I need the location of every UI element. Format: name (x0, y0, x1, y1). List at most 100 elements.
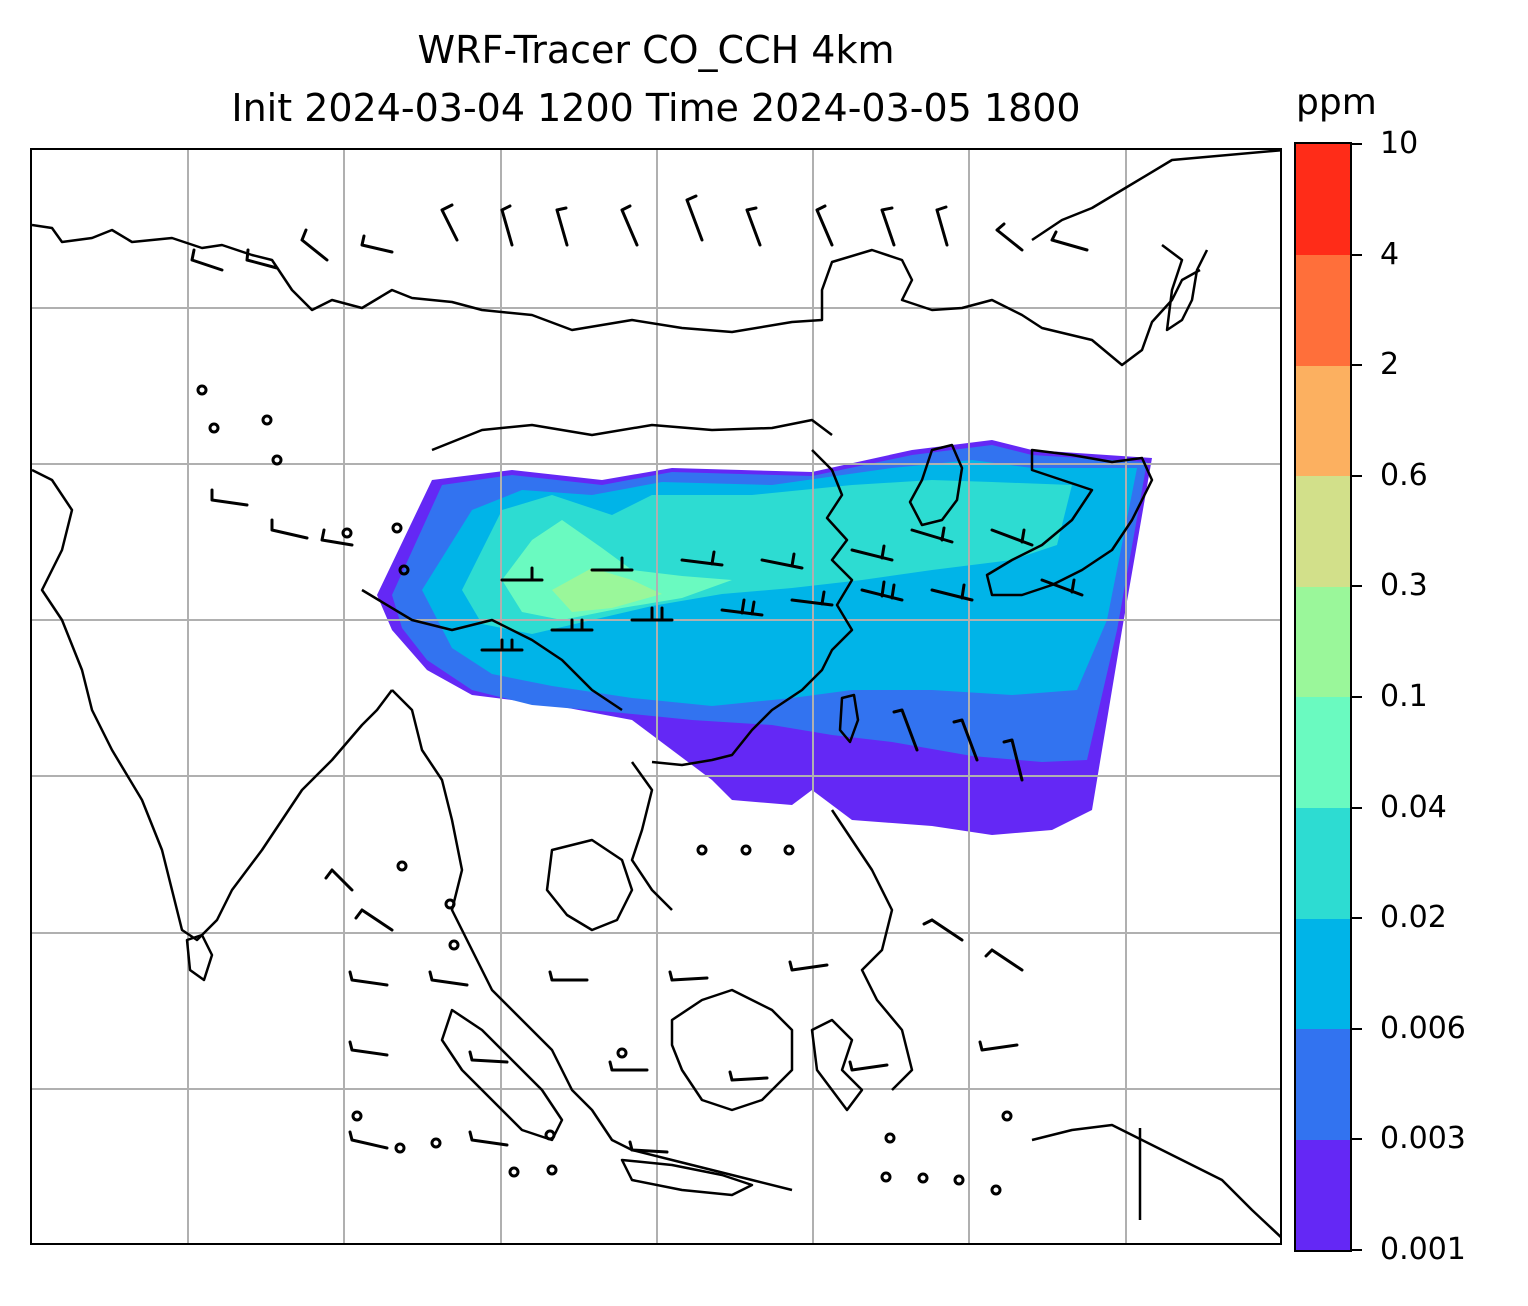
calm-wind-marker (196, 384, 208, 396)
coastline-gulf-thailand (545, 838, 634, 932)
map-canvas (32, 150, 1280, 1243)
colorbar-tick (1352, 917, 1362, 920)
wind-barb (850, 544, 894, 562)
colorbar-tick (1352, 474, 1362, 477)
calm-wind-marker (208, 422, 220, 434)
wind-barb (480, 638, 524, 652)
colorbar-tick (1352, 1027, 1362, 1030)
coastlines (32, 150, 1280, 1238)
wind-barb (978, 1040, 1019, 1052)
wind-barb (930, 583, 974, 602)
colorbar-tick-label: 0.3 (1380, 568, 1428, 604)
calm-wind-marker (396, 860, 408, 872)
wind-barb (680, 550, 724, 567)
coastline-china-east (651, 449, 854, 767)
colorbar-tick (1352, 1249, 1362, 1251)
colorbar-tick-label: 2 (1380, 347, 1400, 383)
coastline-philippines (830, 809, 914, 1091)
wind-barb (500, 204, 514, 247)
calm-wind-marker (990, 1184, 1002, 1196)
colorbar-tick-label: 0.6 (1380, 457, 1428, 493)
colorbar-tick (1352, 253, 1362, 256)
colorbar-band (1296, 807, 1350, 919)
colorbar-tick-label: 4 (1380, 236, 1400, 272)
wind-barb (360, 234, 394, 254)
wind-barb (555, 206, 569, 247)
colorbar-band (1296, 144, 1350, 256)
wind-barb (348, 1040, 389, 1057)
calm-wind-markers (196, 384, 1013, 1196)
wind-barb (848, 1060, 889, 1072)
coastline-taiwan (838, 693, 860, 744)
colorbar (1294, 142, 1352, 1252)
calm-wind-marker (546, 1164, 558, 1176)
wind-barb (630, 606, 674, 622)
colorbar-tick (1352, 364, 1362, 367)
calm-wind-marker (398, 564, 410, 576)
wind-barb (720, 598, 764, 617)
calm-wind-marker (341, 527, 353, 539)
wind-barb (608, 1060, 649, 1072)
calm-wind-marker (444, 898, 456, 910)
colorbar-tick (1352, 585, 1362, 588)
coastline-korea (908, 443, 964, 527)
map-title-line1: WRF-Tracer CO_CCH 4km (417, 28, 895, 72)
wind-barbs (190, 194, 1089, 1154)
wind-barb (728, 1070, 769, 1082)
calm-wind-marker (880, 1171, 892, 1183)
colorbar-tick-label: 0.003 (1380, 1121, 1466, 1157)
wind-barb (620, 204, 639, 247)
coastline-kamchatka (1161, 244, 1209, 332)
calm-wind-marker (616, 1047, 628, 1059)
wind-barb (440, 203, 459, 242)
calm-wind-marker (783, 844, 795, 856)
wind-barb (910, 526, 954, 544)
calm-wind-marker (391, 522, 403, 534)
colorbar-band (1296, 475, 1350, 587)
wind-barb (628, 1140, 669, 1154)
colorbar-tick-label: 0.001 (1380, 1232, 1466, 1267)
coastline-sulawesi (810, 1018, 864, 1112)
plume-band-0.1 (552, 568, 662, 612)
colorbar-tick-label: 0.04 (1380, 789, 1447, 825)
calm-wind-marker (351, 1110, 363, 1122)
wind-barb (922, 918, 964, 942)
wind-barb (745, 206, 762, 247)
colorbar-band (1296, 365, 1350, 477)
wind-barb (300, 228, 329, 262)
colorbar-band (1296, 1139, 1350, 1251)
wind-barb (668, 970, 709, 982)
wind-barb (1050, 230, 1089, 252)
colorbar-band (1296, 697, 1350, 809)
wind-barb (320, 528, 354, 547)
wind-barb (1002, 738, 1024, 782)
colorbar-tick-label: 0.006 (1380, 1010, 1466, 1046)
colorbar-band (1296, 918, 1350, 1030)
colorbar-tick (1352, 806, 1362, 809)
wind-barb (190, 248, 224, 272)
map-panel (30, 148, 1282, 1245)
colorbar-tick-label: 0.1 (1380, 679, 1428, 714)
wind-barb (500, 566, 544, 582)
wind-barb (348, 1130, 389, 1150)
coastline-indochina (391, 689, 793, 1192)
colorbar-tick (1352, 696, 1362, 698)
wind-barb (995, 222, 1024, 252)
colorbar-tick-label: 0.02 (1380, 900, 1447, 936)
wind-barb (880, 206, 896, 247)
coastline-japan (985, 448, 1154, 597)
coastline-india (32, 468, 393, 942)
calm-wind-marker (1001, 1110, 1013, 1122)
wind-barb (348, 970, 389, 987)
wind-barb (468, 1130, 509, 1147)
calm-wind-marker (917, 1172, 929, 1184)
wind-barb (935, 205, 949, 247)
coastline-okhotsk (1031, 150, 1280, 242)
wind-barb (354, 908, 394, 932)
wind-barb (245, 248, 279, 270)
coastline-borneo (670, 988, 794, 1112)
wind-barb (860, 580, 904, 602)
calm-wind-marker (696, 844, 708, 856)
colorbar-tick (1352, 143, 1362, 145)
colorbar-band (1296, 586, 1350, 698)
